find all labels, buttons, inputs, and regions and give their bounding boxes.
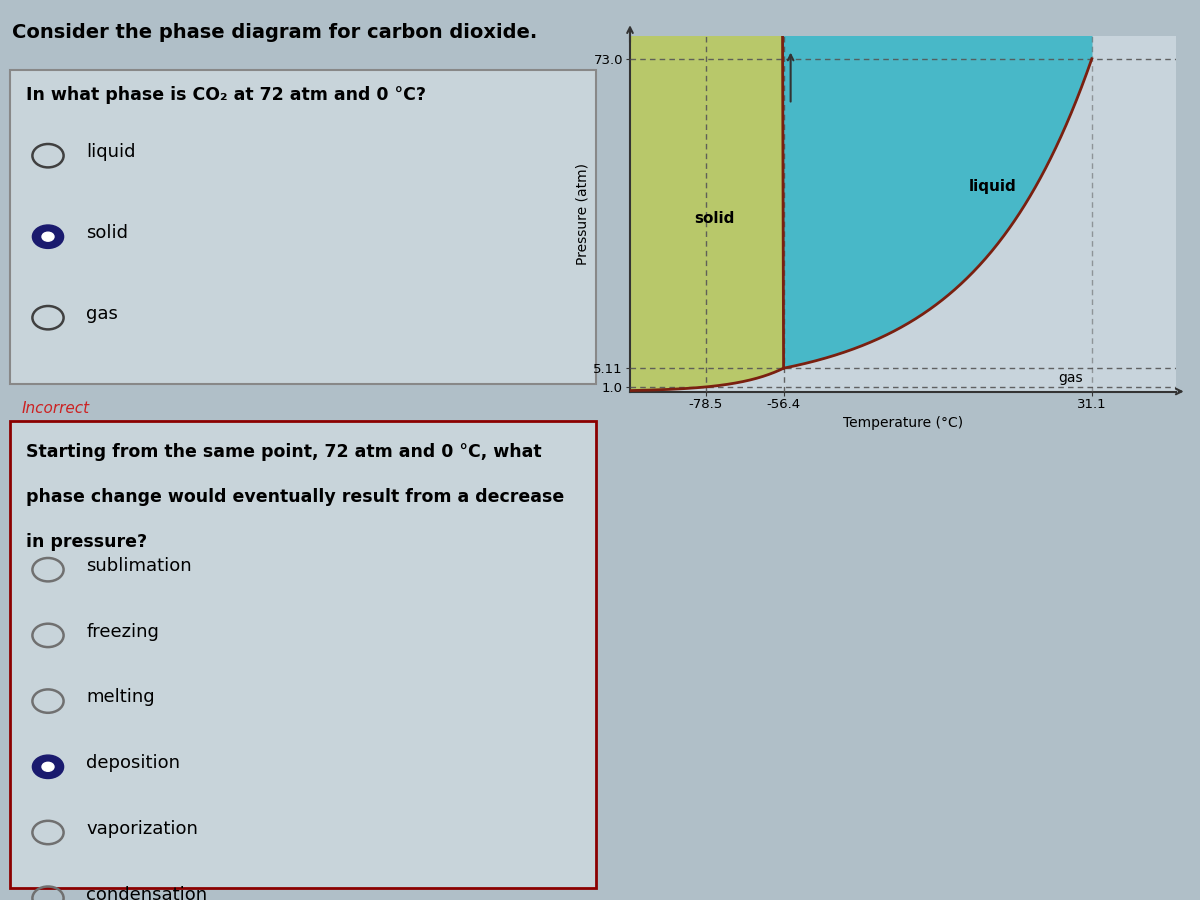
X-axis label: Temperature (°C): Temperature (°C) bbox=[842, 416, 964, 429]
Text: solid: solid bbox=[86, 224, 128, 242]
Text: Incorrect: Incorrect bbox=[22, 400, 90, 416]
Text: phase change would eventually result from a decrease: phase change would eventually result fro… bbox=[26, 488, 565, 506]
Circle shape bbox=[32, 225, 64, 248]
Text: Consider the phase diagram for carbon dioxide.: Consider the phase diagram for carbon di… bbox=[12, 22, 538, 41]
Text: In what phase is CO₂ at 72 atm and 0 °C?: In what phase is CO₂ at 72 atm and 0 °C? bbox=[26, 86, 426, 104]
Text: condensation: condensation bbox=[86, 886, 208, 900]
Text: freezing: freezing bbox=[86, 623, 160, 641]
Text: in pressure?: in pressure? bbox=[26, 533, 148, 551]
Circle shape bbox=[32, 755, 64, 778]
Circle shape bbox=[42, 232, 54, 241]
Text: gas: gas bbox=[86, 305, 119, 323]
Text: liquid: liquid bbox=[968, 179, 1016, 194]
Text: deposition: deposition bbox=[86, 754, 180, 772]
Text: solid: solid bbox=[695, 211, 734, 226]
FancyBboxPatch shape bbox=[10, 421, 596, 888]
Text: gas: gas bbox=[1058, 371, 1082, 385]
Text: sublimation: sublimation bbox=[86, 557, 192, 575]
Circle shape bbox=[42, 762, 54, 771]
Text: melting: melting bbox=[86, 688, 155, 706]
Y-axis label: Pressure (atm): Pressure (atm) bbox=[575, 163, 589, 265]
Text: vaporization: vaporization bbox=[86, 820, 198, 838]
Text: Starting from the same point, 72 atm and 0 °C, what: Starting from the same point, 72 atm and… bbox=[26, 443, 542, 461]
FancyBboxPatch shape bbox=[10, 70, 596, 384]
Text: liquid: liquid bbox=[86, 143, 136, 161]
Polygon shape bbox=[782, 14, 1092, 368]
Polygon shape bbox=[630, 14, 784, 391]
